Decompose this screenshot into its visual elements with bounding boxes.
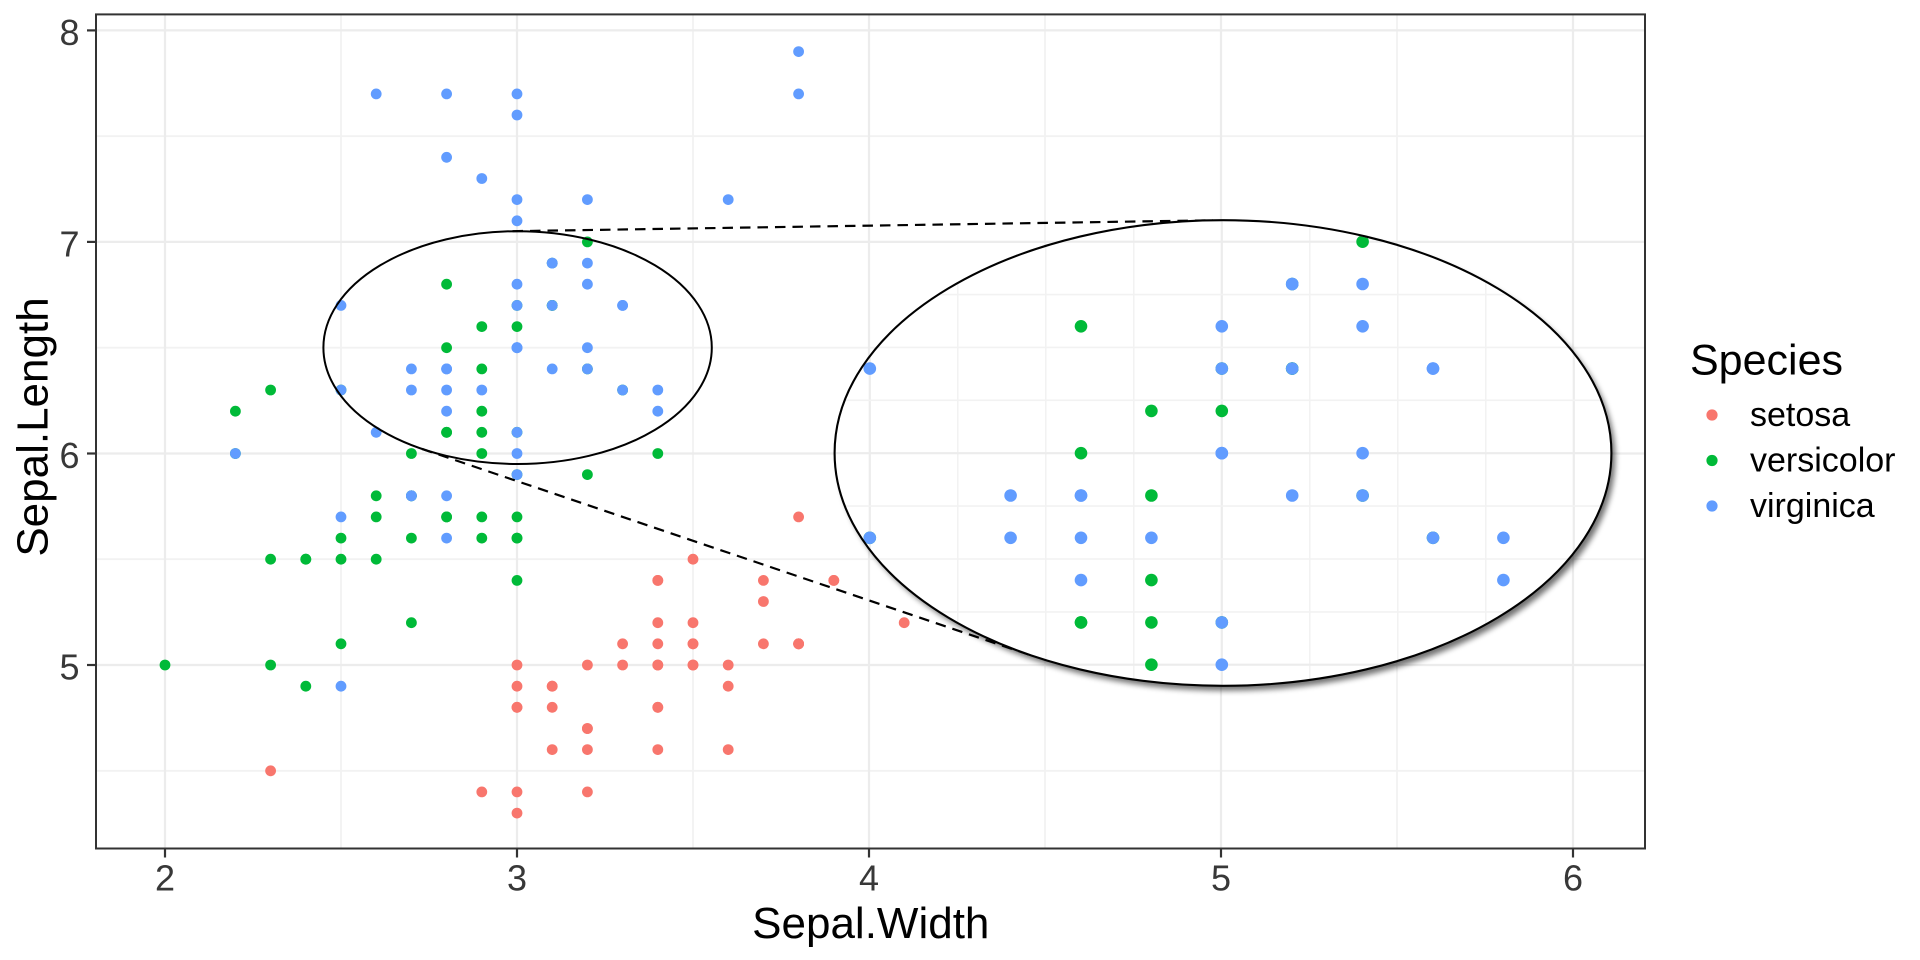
- svg-text:5: 5: [1211, 858, 1231, 899]
- svg-text:7: 7: [59, 223, 79, 264]
- svg-text:6: 6: [1563, 858, 1583, 899]
- svg-text:virginica: virginica: [1750, 487, 1875, 525]
- svg-text:5: 5: [59, 647, 79, 688]
- svg-text:6: 6: [59, 435, 79, 476]
- svg-text:Sepal.Length: Sepal.Length: [9, 297, 58, 556]
- svg-text:8: 8: [59, 12, 79, 53]
- svg-text:versicolor: versicolor: [1750, 441, 1895, 479]
- svg-text:setosa: setosa: [1750, 396, 1850, 434]
- svg-text:Sepal.Width: Sepal.Width: [752, 899, 989, 948]
- svg-text:4: 4: [859, 858, 879, 899]
- svg-text:3: 3: [507, 858, 527, 899]
- svg-text:2: 2: [155, 858, 175, 899]
- svg-text:Species: Species: [1690, 337, 1843, 385]
